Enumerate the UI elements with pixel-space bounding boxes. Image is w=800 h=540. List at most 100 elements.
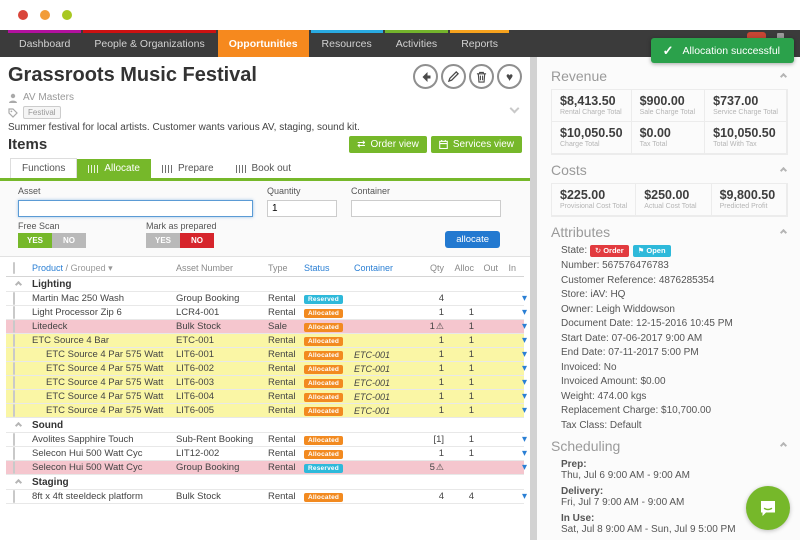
row-checkbox[interactable] [13, 306, 15, 319]
scheduling-label: Prep: [561, 458, 587, 470]
col-asset-number: Asset Number [176, 263, 234, 273]
table-row[interactable]: ETC Source 4 Par 575 Watt LIT6-003 Rental A… [6, 376, 528, 390]
row-expand-button[interactable]: ▾ [522, 307, 528, 318]
chevron-up-icon[interactable] [14, 421, 22, 429]
table-row[interactable]: ETC Source 4 Par 575 Watt LIT6-002 Rental A… [6, 362, 528, 376]
table-row[interactable]: ETC Source 4 Par 575 Watt LIT6-001 Rental A… [6, 348, 528, 362]
costs-section-header[interactable]: Costs [551, 162, 788, 178]
row-checkbox[interactable] [13, 362, 15, 375]
state-badge-order[interactable]: ↻ Order [589, 245, 629, 257]
chevron-up-icon[interactable] [14, 280, 22, 288]
group-row-sound[interactable]: Sound [6, 418, 524, 433]
state-badge-open[interactable]: ⚑ Open [632, 245, 671, 257]
header-collapse-control[interactable] [509, 99, 520, 117]
group-name: Sound [32, 419, 64, 431]
tab-functions[interactable]: Functions [10, 158, 78, 178]
attributes-section-header[interactable]: Attributes [551, 224, 788, 240]
sort-product-link[interactable]: Product [32, 262, 64, 273]
delete-button[interactable] [469, 64, 494, 89]
table-row[interactable]: Martin Mac 250 Wash Group Booking Rental Re… [6, 292, 528, 306]
nav-tab-reports[interactable]: Reports [450, 30, 509, 57]
chevron-up-icon[interactable] [14, 478, 22, 486]
services-view-button[interactable]: Services view [430, 136, 522, 153]
asset-input[interactable] [18, 200, 253, 217]
scheduling-section-header[interactable]: Scheduling [551, 438, 788, 454]
table-row[interactable]: Light Processor Zip 6 LCR4-001 Rental Alloc… [6, 306, 528, 320]
row-checkbox[interactable] [13, 390, 15, 403]
nav-tab-resources[interactable]: Resources [310, 30, 383, 57]
nav-tab-people-organizations[interactable]: People & Organizations [83, 30, 216, 57]
free-scan-no[interactable]: NO [52, 233, 86, 248]
status-cell: Allocated [304, 391, 354, 403]
asset-number: Bulk Stock [176, 321, 221, 332]
table-row[interactable]: Litedeck Bulk Stock Sale Allocated 1⚠ 1 ▾ [6, 320, 528, 334]
window-minimize-button[interactable] [40, 10, 50, 20]
row-expand-button[interactable]: ▾ [522, 434, 528, 445]
table-row[interactable]: ETC Source 4 Bar ETC-001 Rental Allocated 1 1… [6, 334, 528, 348]
tag-line: Festival [8, 106, 522, 119]
table-row[interactable]: ETC Source 4 Par 575 Watt LIT6-005 Rental A… [6, 404, 528, 418]
tab-allocate[interactable]: Allocate [77, 159, 151, 178]
row-expand-button[interactable]: ▾ [522, 405, 528, 416]
alloc-value: 1 [468, 349, 474, 360]
row-expand-button[interactable]: ▾ [522, 363, 528, 374]
row-expand-button[interactable]: ▾ [522, 491, 528, 502]
col-container-link[interactable]: Container [354, 263, 394, 273]
revenue-section-header[interactable]: Revenue [551, 68, 788, 84]
row-expand-button[interactable]: ▾ [522, 377, 528, 388]
allocate-button[interactable]: allocate [445, 231, 500, 248]
row-expand-button[interactable]: ▾ [522, 462, 528, 473]
row-expand-button[interactable]: ▾ [522, 321, 528, 332]
row-checkbox[interactable] [13, 404, 15, 417]
row-checkbox[interactable] [13, 334, 15, 347]
nav-tab-opportunities[interactable]: Opportunities [217, 30, 309, 57]
grouped-sort-control[interactable]: Grouped ▾ [70, 262, 113, 273]
nav-tab-activities[interactable]: Activities [384, 30, 449, 57]
table-row[interactable]: ETC Source 4 Par 575 Watt LIT6-004 Rental A… [6, 390, 528, 404]
attribute-line: Replacement Charge: $10,700.00 [561, 405, 712, 416]
row-checkbox[interactable] [13, 433, 15, 446]
table-row[interactable]: Avolites Sapphire Touch Sub-Rent Booking R… [6, 433, 528, 447]
order-view-button[interactable]: ⇄ Order view [349, 136, 427, 153]
nav-dropdown-icon[interactable] [777, 33, 784, 39]
window-titlebar [0, 0, 800, 30]
row-checkbox[interactable] [13, 447, 15, 460]
group-row-lighting[interactable]: Lighting [6, 277, 524, 292]
nav-user-avatar[interactable] [747, 32, 766, 40]
edit-button[interactable] [441, 64, 466, 89]
quantity-input[interactable] [267, 200, 337, 217]
row-expand-button[interactable]: ▾ [522, 335, 528, 346]
vertical-scrollbar[interactable] [530, 57, 537, 540]
free-scan-yes[interactable]: YES [18, 233, 52, 248]
nav-tab-dashboard[interactable]: Dashboard [8, 30, 82, 57]
product-name: Selecon Hui 500 Watt Cyc [32, 448, 143, 459]
mark-prepared-yes[interactable]: YES [146, 233, 180, 248]
row-checkbox[interactable] [13, 320, 15, 333]
tab-book-out[interactable]: Book out [225, 159, 302, 178]
row-checkbox[interactable] [13, 461, 15, 474]
tag-badge[interactable]: Festival [23, 106, 61, 119]
table-row[interactable]: Selecon Hui 500 Watt Cyc LIT12-002 Rental A… [6, 447, 528, 461]
row-checkbox[interactable] [13, 376, 15, 389]
favorite-button[interactable]: ♥ [497, 64, 522, 89]
chat-launcher-button[interactable] [746, 486, 790, 530]
table-row[interactable]: Selecon Hui 500 Watt Cyc Group Booking Ren… [6, 461, 528, 475]
organization-name[interactable]: AV Masters [23, 92, 74, 103]
row-expand-button[interactable]: ▾ [522, 391, 528, 402]
window-close-button[interactable] [18, 10, 28, 20]
tab-prepare[interactable]: Prepare [151, 159, 225, 178]
select-all-checkbox[interactable] [13, 262, 15, 274]
window-zoom-button[interactable] [62, 10, 72, 20]
row-checkbox[interactable] [13, 292, 15, 305]
back-button[interactable] [413, 64, 438, 89]
row-checkbox[interactable] [13, 490, 15, 503]
row-expand-button[interactable]: ▾ [522, 349, 528, 360]
group-row-staging[interactable]: Staging [6, 475, 524, 490]
container-input[interactable] [351, 200, 501, 217]
table-row[interactable]: 8ft x 4ft steeldeck platform Bulk Stock Re… [6, 490, 528, 504]
row-checkbox[interactable] [13, 348, 15, 361]
row-expand-button[interactable]: ▾ [522, 293, 528, 304]
col-status-link[interactable]: Status [304, 263, 330, 273]
row-expand-button[interactable]: ▾ [522, 448, 528, 459]
mark-prepared-no[interactable]: NO [180, 233, 214, 248]
